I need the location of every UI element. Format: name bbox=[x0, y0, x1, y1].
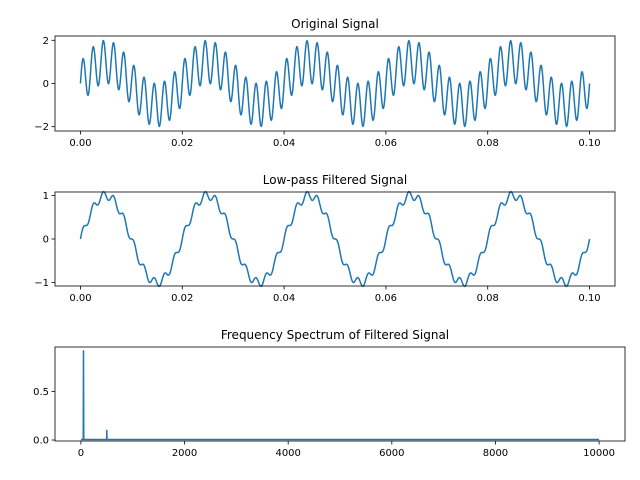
series-line-filtered bbox=[79, 190, 591, 288]
x-tick-label: 8000 bbox=[483, 448, 508, 459]
panel-lowpass-filtered-signal: Low-pass Filtered Signal 0.00 0.02 0.04 0.0… bbox=[34, 173, 616, 304]
chart-title: Frequency Spectrum of Filtered Signal bbox=[221, 328, 449, 342]
y-tick-label: 0.0 bbox=[33, 436, 49, 447]
y-tick-label: 0 bbox=[43, 79, 49, 90]
y-tick-label: 0.5 bbox=[33, 387, 49, 398]
x-tick-label: 2000 bbox=[172, 448, 197, 459]
axes-frame bbox=[54, 346, 626, 442]
axis-ticks: 0.00 0.02 0.04 0.06 0.08 0.10 −2 0 2 bbox=[34, 36, 600, 149]
axes-frame bbox=[54, 35, 616, 132]
axes-frame bbox=[54, 191, 616, 287]
x-tick-label: 4000 bbox=[275, 448, 300, 459]
x-tick-label: 0.00 bbox=[69, 293, 91, 304]
x-tick-label: 10000 bbox=[583, 448, 615, 459]
y-tick-label: −1 bbox=[34, 278, 49, 289]
x-tick-label: 0.10 bbox=[578, 138, 600, 149]
x-tick-label: 0.00 bbox=[69, 138, 91, 149]
chart-title: Low-pass Filtered Signal bbox=[263, 173, 407, 187]
x-tick-label: 0.08 bbox=[477, 293, 499, 304]
y-tick-label: 1 bbox=[43, 191, 49, 202]
series-line-spectrum bbox=[80, 350, 600, 441]
y-tick-label: 2 bbox=[43, 36, 49, 47]
panel-frequency-spectrum: Frequency Spectrum of Filtered Signal 0 2… bbox=[33, 328, 626, 459]
x-tick-label: 0.04 bbox=[273, 138, 295, 149]
x-tick-label: 0.02 bbox=[171, 138, 193, 149]
axis-ticks: 0 2000 4000 6000 8000 10000 0.0 0.5 bbox=[33, 387, 615, 459]
axis-ticks: 0.00 0.02 0.04 0.06 0.08 0.10 −1 0 1 bbox=[34, 191, 600, 304]
y-tick-label: 0 bbox=[43, 235, 49, 246]
x-tick-label: 0.10 bbox=[578, 293, 600, 304]
x-tick-label: 0.02 bbox=[171, 293, 193, 304]
x-tick-label: 0.04 bbox=[273, 293, 295, 304]
series-line-original bbox=[79, 39, 591, 128]
x-tick-label: 0.08 bbox=[477, 138, 499, 149]
x-tick-label: 6000 bbox=[379, 448, 404, 459]
chart-title: Original Signal bbox=[291, 17, 379, 31]
y-tick-label: −2 bbox=[34, 122, 49, 133]
x-tick-label: 0 bbox=[78, 448, 84, 459]
x-tick-label: 0.06 bbox=[375, 138, 397, 149]
x-tick-label: 0.06 bbox=[375, 293, 397, 304]
panel-original-signal: Original Signal 0.00 0.02 0.04 0.06 0.08 0.10… bbox=[34, 17, 616, 149]
